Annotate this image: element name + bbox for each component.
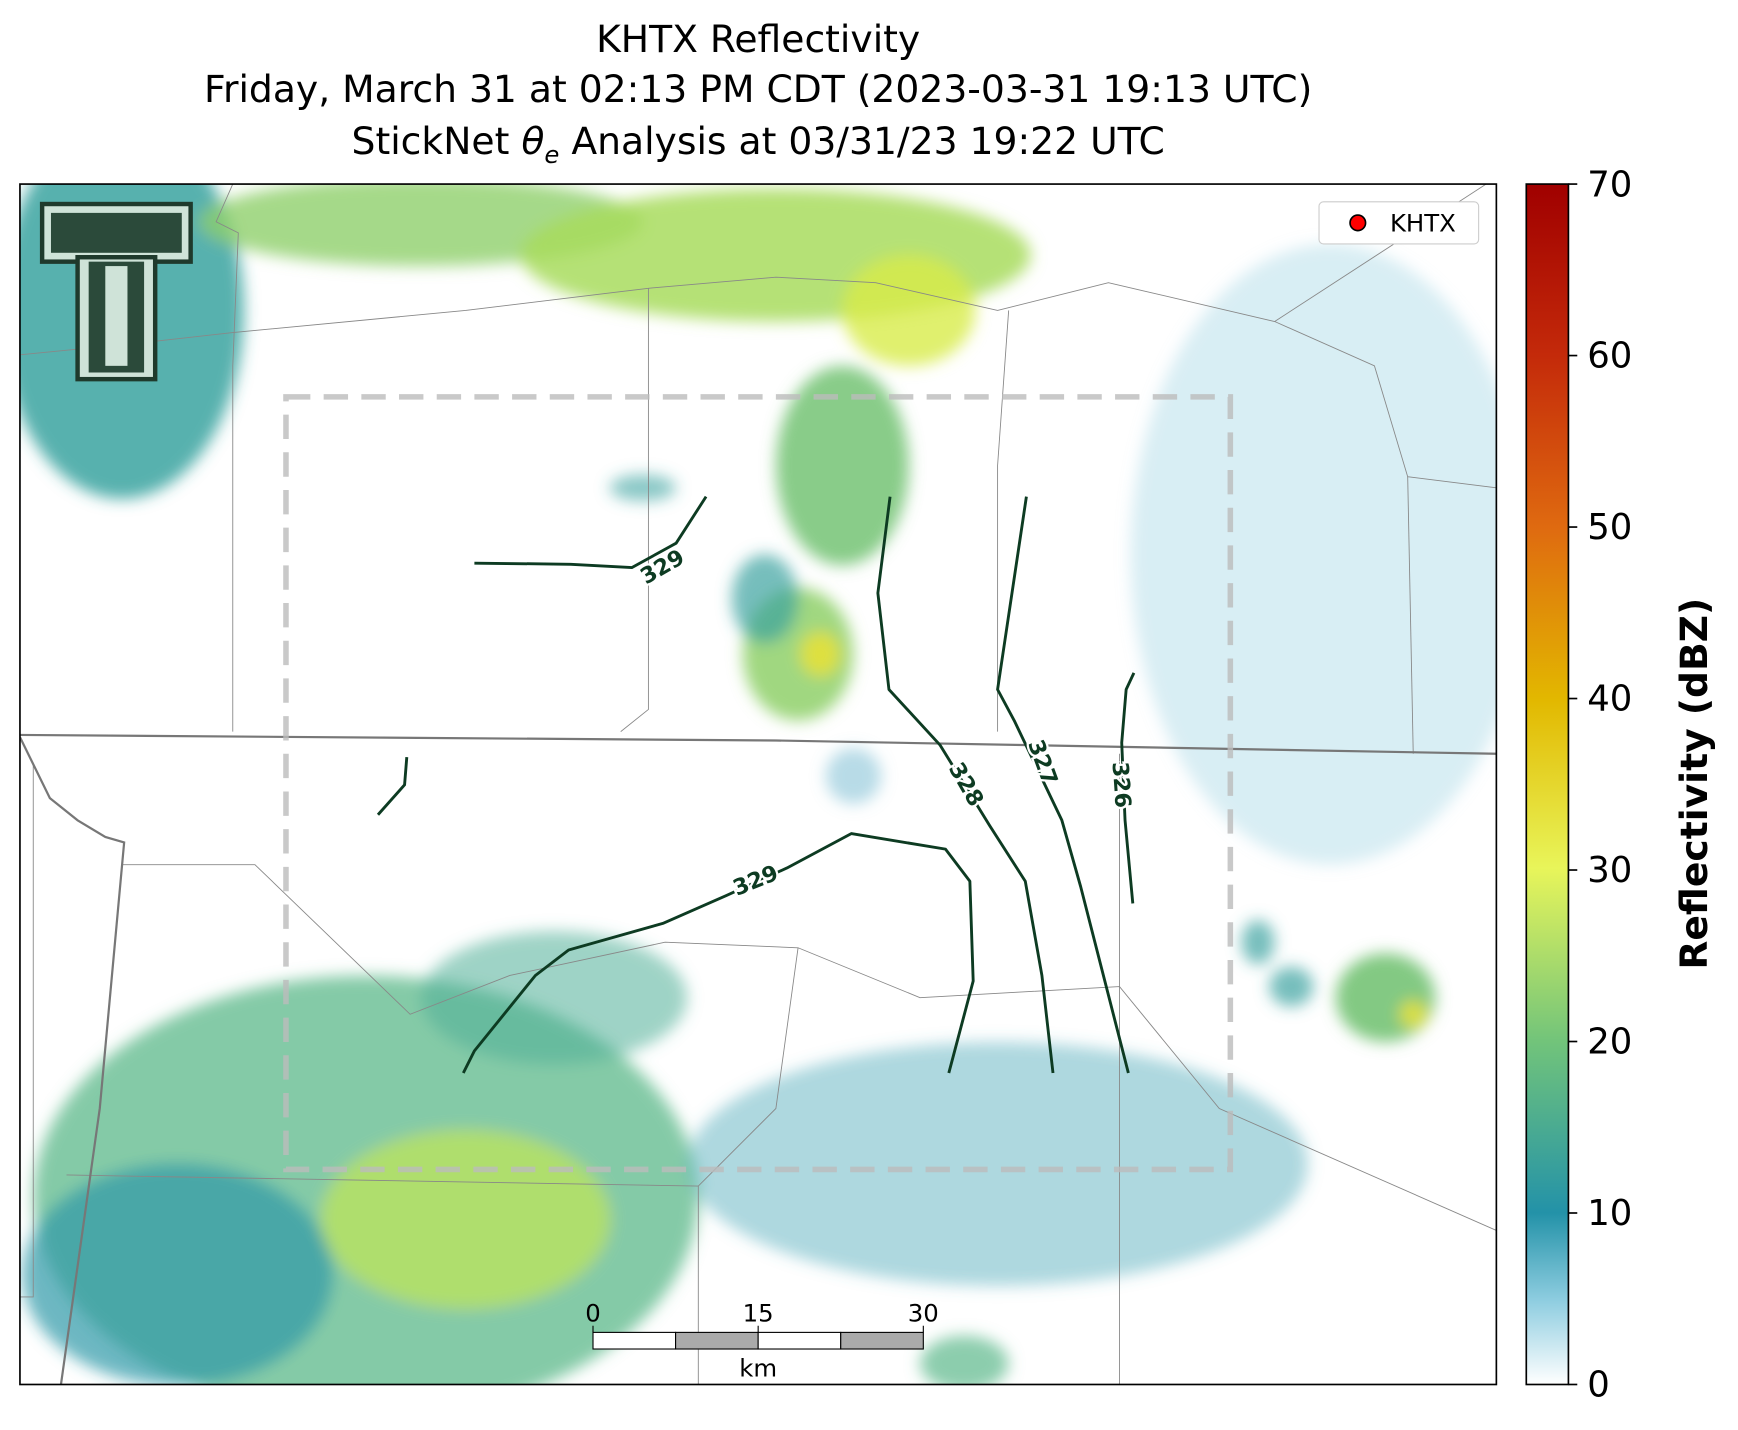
map-frame [19, 183, 1498, 1386]
title-text: StickNet [352, 119, 522, 163]
colorbar-tick-label: 10 [1587, 1193, 1632, 1234]
colorbar-tick-label: 0 [1587, 1365, 1610, 1406]
title: KHTX Reflectivity [596, 17, 920, 61]
contour-line [996, 496, 1130, 1074]
colorbar-label: Reflectivity (dBZ) [1672, 598, 1716, 970]
legend: KHTX [1318, 201, 1480, 245]
scale-bar-label: 30 [908, 1298, 939, 1327]
theta-subscript: e [544, 140, 559, 169]
colorbar-tick-label: 70 [1587, 164, 1632, 205]
scale-bar-unit: km [739, 1354, 777, 1383]
legend-label: KHTX [1390, 209, 1456, 238]
scale-bar-segment [840, 1331, 924, 1350]
colorbar-tick-label: 50 [1587, 507, 1632, 548]
legend-box [1318, 201, 1480, 245]
contour-line [462, 832, 975, 1074]
county-lines [19, 184, 1497, 1385]
scale-bar-segment [757, 1331, 842, 1350]
contour-label: 326 [1107, 761, 1136, 809]
analysis-title: StickNet θe Analysis at 03/31/23 19:22 U… [352, 119, 1165, 169]
colorbar-tick-label: 40 [1587, 679, 1632, 720]
scale-bar-label: 0 [585, 1298, 601, 1327]
colorbar-tick-label: 60 [1587, 336, 1632, 377]
scale-bar-label: 15 [743, 1298, 774, 1327]
state-line [19, 736, 126, 1385]
title-text: Analysis at 03/31/23 19:22 UTC [559, 119, 1164, 163]
contour-line [876, 496, 1055, 1074]
colorbar-tick-label: 30 [1587, 850, 1632, 891]
contour-line [474, 495, 708, 570]
colorbar [1525, 183, 1570, 1386]
colorbar-tick-label: 20 [1587, 1022, 1632, 1063]
state-line [19, 733, 1497, 755]
theta-symbol: θ [521, 119, 544, 163]
scale-bar-segment [592, 1331, 677, 1350]
scale-bar: 0 15 30 km [585, 1298, 939, 1382]
contour-line [376, 757, 409, 816]
logo [39, 201, 193, 382]
scale-bar-segment [675, 1331, 759, 1350]
colorbar-axis: 0 10 20 30 40 50 60 70 [1568, 164, 1632, 1406]
legend-marker [1349, 214, 1367, 232]
contour-line [1120, 672, 1136, 904]
analysis-domain [283, 394, 1234, 1173]
subtitle: Friday, March 31 at 02:13 PM CDT (2023-0… [204, 67, 1312, 111]
